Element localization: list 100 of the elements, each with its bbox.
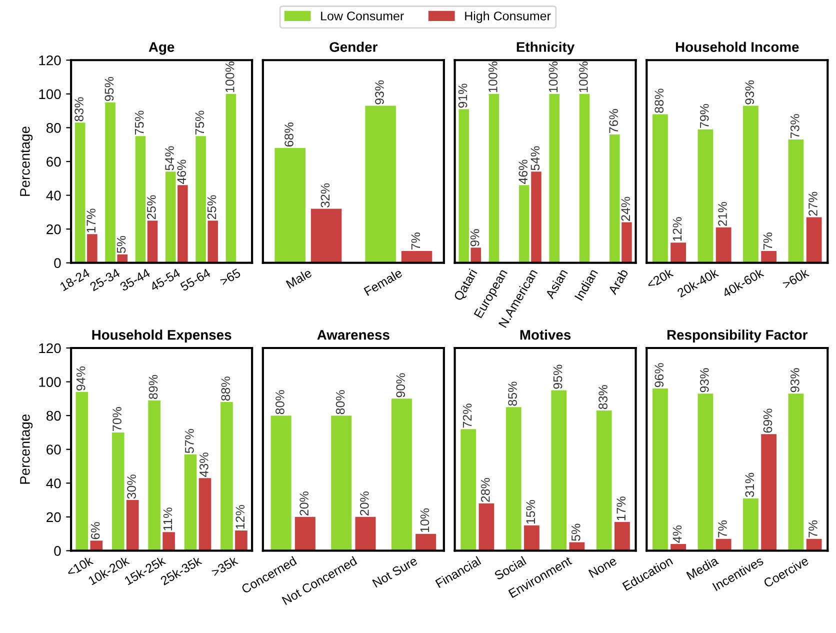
bar xyxy=(117,254,128,263)
y-axis-title: Percentage xyxy=(20,126,33,196)
data-label: 54% xyxy=(165,146,174,170)
data-label: 4% xyxy=(672,525,682,543)
data-label: 76% xyxy=(609,109,618,133)
bar xyxy=(87,234,98,263)
x-tick-label: <20k xyxy=(646,268,674,290)
bar xyxy=(506,407,522,551)
data-label: 43% xyxy=(200,452,208,477)
data-label: 17% xyxy=(616,496,626,520)
bar xyxy=(112,432,124,551)
data-label: 12% xyxy=(672,217,682,241)
y-tick-label: 40 xyxy=(46,190,61,200)
bar xyxy=(652,114,668,263)
x-tick-label: 45-54 xyxy=(149,268,181,292)
bar xyxy=(208,220,218,263)
bar xyxy=(76,392,88,551)
x-tick-label: None xyxy=(588,556,618,578)
bar xyxy=(488,94,500,263)
data-label: 7% xyxy=(808,520,818,538)
data-label: 7% xyxy=(763,232,772,250)
data-label: 57% xyxy=(185,429,194,454)
data-label: 20% xyxy=(360,492,369,516)
y-tick-label: 20 xyxy=(46,512,61,522)
chart-title: Age xyxy=(148,42,174,55)
bar xyxy=(698,394,714,551)
bar xyxy=(184,454,197,551)
data-label: 25% xyxy=(147,195,156,220)
bar xyxy=(458,109,469,263)
y-tick-label: 0 xyxy=(54,258,61,268)
chart-title: Ethnicity xyxy=(516,42,575,55)
bar xyxy=(652,388,668,551)
bar xyxy=(610,134,620,263)
bar xyxy=(416,534,436,551)
bar xyxy=(670,242,686,263)
bar xyxy=(365,106,396,263)
chart-title: Awareness xyxy=(317,330,390,340)
bar xyxy=(622,222,632,263)
bar xyxy=(743,106,758,263)
y-tick-label: 60 xyxy=(46,156,61,167)
data-label: 85% xyxy=(508,382,517,406)
data-label: 25% xyxy=(207,195,216,220)
data-label: 24% xyxy=(621,196,630,221)
bar xyxy=(198,478,212,551)
legend-label: High Consumer xyxy=(465,11,551,23)
data-label: 6% xyxy=(90,522,100,540)
data-label: 30% xyxy=(127,474,136,499)
chart-title: Household Income xyxy=(676,42,799,52)
data-label: 80% xyxy=(276,390,284,414)
data-label: 7% xyxy=(718,520,727,538)
bar xyxy=(698,129,714,263)
bar xyxy=(294,516,316,551)
data-label: 93% xyxy=(745,80,754,104)
bar xyxy=(270,416,292,551)
data-label: 54% xyxy=(530,146,540,170)
x-tick-label: >60k xyxy=(782,268,810,290)
y-tick-label: 80 xyxy=(46,123,61,133)
data-label: 9% xyxy=(470,229,480,246)
x-tick-label: Male xyxy=(286,268,312,289)
data-label: 88% xyxy=(221,376,230,401)
bar xyxy=(135,136,146,263)
data-label: 100% xyxy=(488,62,498,92)
bar xyxy=(788,140,804,263)
data-label: 93% xyxy=(790,368,800,392)
data-label: 31% xyxy=(745,472,754,498)
bar xyxy=(235,530,248,551)
chart-title: Motives xyxy=(520,330,571,340)
bar xyxy=(126,500,139,551)
data-label: 100% xyxy=(579,62,588,92)
bar xyxy=(148,400,160,551)
bar xyxy=(401,251,432,263)
bar xyxy=(178,185,188,263)
data-label: 96% xyxy=(654,363,664,388)
bar xyxy=(551,390,567,551)
data-label: 46% xyxy=(518,160,528,184)
data-label: 90% xyxy=(396,373,406,398)
bar xyxy=(162,532,175,551)
y-tick-label: 0 xyxy=(54,546,61,556)
bar xyxy=(549,94,560,263)
data-label: 75% xyxy=(135,110,144,135)
data-label: 17% xyxy=(86,208,96,232)
y-tick-label: 60 xyxy=(46,444,61,455)
y-axis-title: Percentage xyxy=(20,414,33,484)
chart-title: Responsibility Factor xyxy=(667,330,808,343)
bar xyxy=(310,208,342,263)
data-label: 83% xyxy=(74,97,84,122)
data-label: 93% xyxy=(700,368,709,392)
data-label: 75% xyxy=(195,110,204,135)
x-tick-label: >65 xyxy=(219,268,242,286)
data-label: 11% xyxy=(163,508,172,530)
bar xyxy=(761,251,777,263)
data-label: 20% xyxy=(300,492,309,516)
chart-title: Gender xyxy=(330,42,378,52)
bar xyxy=(761,434,777,551)
y-tick-label: 40 xyxy=(46,478,61,488)
bar xyxy=(274,148,306,263)
data-label: 79% xyxy=(700,104,709,128)
data-label: 46% xyxy=(177,160,186,184)
y-tick-label: 120 xyxy=(39,55,61,66)
bar xyxy=(147,220,158,263)
